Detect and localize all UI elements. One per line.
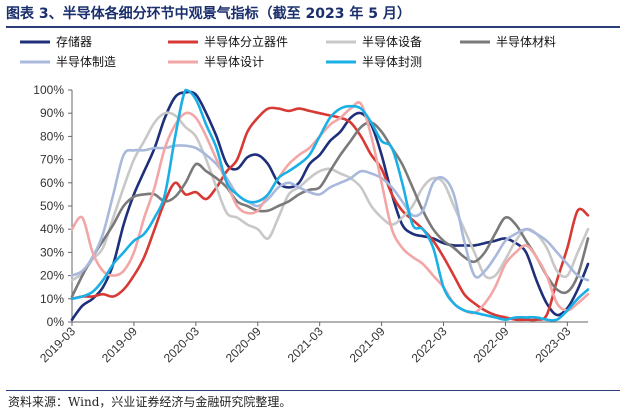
y-tick-label: 90% <box>40 106 64 120</box>
y-tick-label: 70% <box>40 153 64 167</box>
y-tick-label: 20% <box>40 269 64 283</box>
x-tick-label: 2021-03 <box>285 324 326 365</box>
legend-label: 半导体材料 <box>496 35 556 49</box>
series-line <box>70 111 590 282</box>
axes: 0% 10% 20% 30% 40% 50% 60% 70% 80% 90% 100% 2019-03… <box>33 83 588 365</box>
series-line <box>70 144 590 282</box>
series-line <box>70 88 590 322</box>
y-tick-label: 30% <box>40 245 64 259</box>
title-rule <box>6 26 620 28</box>
x-tick-label: 2022-09 <box>471 324 512 365</box>
y-tick-label: 60% <box>40 176 64 190</box>
source-rule <box>6 390 620 391</box>
x-tick-label: 2019-03 <box>37 324 78 365</box>
x-tick-label: 2023-03 <box>532 324 573 365</box>
y-tick-label: 80% <box>40 129 64 143</box>
legend-label: 半导体制造 <box>56 55 116 69</box>
legend-label: 半导体封测 <box>362 55 422 69</box>
y-tick-label: 40% <box>40 222 64 236</box>
legend-label: 半导体设备 <box>362 35 422 49</box>
source-note: 资料来源：Wind，兴业证券经济与金融研究院整理。 <box>8 395 292 409</box>
legend-label: 半导体分立器件 <box>204 34 288 49</box>
legend-label: 存储器 <box>56 34 92 49</box>
y-tick-label: 0% <box>47 315 65 329</box>
series-line <box>70 90 590 321</box>
y-tick-label: 50% <box>40 199 64 213</box>
x-tick-label: 2021-09 <box>347 324 388 365</box>
series-lines <box>70 88 590 322</box>
y-tick-label: 100% <box>33 83 64 97</box>
legend-label: 半导体设计 <box>204 55 264 69</box>
series-line <box>70 121 590 298</box>
y-tick-label: 10% <box>40 292 64 306</box>
x-tick-label: 2019-09 <box>99 324 140 365</box>
series-line <box>70 106 590 322</box>
chart-title: 图表 3、半导体各细分环节中观景气指标（截至 2023 年 5 月） <box>6 6 411 22</box>
x-tick-label: 2020-09 <box>223 324 264 365</box>
x-tick-label: 2022-03 <box>409 324 450 365</box>
x-tick-label: 2020-03 <box>161 324 202 365</box>
series-line <box>70 101 590 315</box>
